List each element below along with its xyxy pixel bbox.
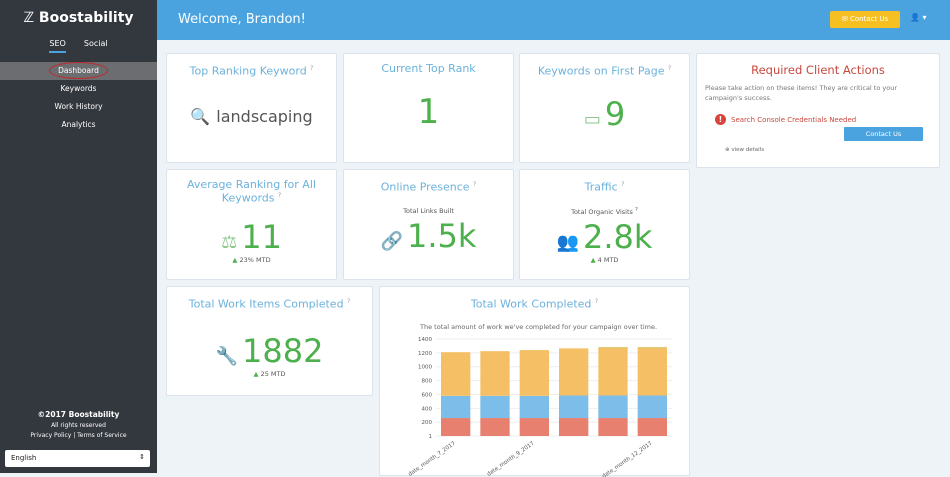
card-avg-rank: Average Ranking for All Keywords ? ⚖11 ▲… xyxy=(166,169,337,280)
sidebar: ℤ Boostability SEO Social Dashboard Keywo… xyxy=(0,0,157,473)
card-work-items: Total Work Items Completed ? 🔧1882 ▲ 25 … xyxy=(166,286,373,396)
card-top-keyword: Top Ranking Keyword ? 🔍landscaping xyxy=(166,53,337,163)
help-icon[interactable]: ? xyxy=(278,192,281,199)
required-actions-panel: Required Client Actions Please take acti… xyxy=(696,53,940,168)
bar-segment xyxy=(559,396,588,419)
bar-segment xyxy=(638,396,667,419)
sidebar-item-dashboard[interactable]: Dashboard xyxy=(0,62,157,80)
help-icon[interactable]: ? xyxy=(635,207,638,213)
bar-segment xyxy=(638,418,667,436)
bar-segment xyxy=(480,418,509,436)
card-online-presence: Online Presence ? Total Links Built 🔗1.5… xyxy=(343,169,514,280)
y-tick-label: 600 xyxy=(422,392,433,398)
bar-segment xyxy=(559,418,588,436)
help-icon[interactable]: ? xyxy=(310,65,313,72)
user-menu[interactable]: 👤 ▾ xyxy=(910,13,927,22)
search-icon: 🔍 xyxy=(190,107,210,126)
bar-segment xyxy=(441,352,470,396)
browser-icon: ▭ xyxy=(584,109,601,130)
up-arrow-icon: ▲ xyxy=(254,370,259,378)
tab-seo[interactable]: SEO xyxy=(49,39,65,53)
help-icon[interactable]: ? xyxy=(347,298,350,305)
updown-icon: ⇕ xyxy=(139,453,145,461)
y-tick-label: 1200 xyxy=(418,351,432,357)
bar-segment xyxy=(598,396,627,419)
bar-segment xyxy=(520,396,549,418)
envelope-icon: ✉ xyxy=(842,15,848,23)
users-icon: 👥 xyxy=(557,232,579,253)
sidebar-item-work-history[interactable]: Work History xyxy=(0,98,157,116)
header: Welcome, Brandon! ✉ Contact Us 👤 ▾ xyxy=(157,0,950,40)
y-tick-label: 1 xyxy=(429,434,433,440)
view-details-link[interactable]: ⊕ view details xyxy=(725,147,764,153)
actions-description: Please take action on these items! They … xyxy=(705,83,931,103)
tab-social[interactable]: Social xyxy=(84,39,108,51)
x-tick-label: date_month_7_2017 xyxy=(407,440,457,477)
link-icon: 🔗 xyxy=(381,231,403,252)
help-icon[interactable]: ? xyxy=(621,181,624,188)
footer-links[interactable]: Privacy Policy | Terms of Service xyxy=(30,432,126,439)
action-item: Search Console Credentials Needed xyxy=(731,116,856,124)
plus-circle-icon: ⊕ xyxy=(725,147,730,153)
welcome-title: Welcome, Brandon! xyxy=(178,12,306,27)
card-work-completed: Total Work Completed ? The total amount … xyxy=(379,286,690,476)
language-select[interactable]: English⇕ xyxy=(5,450,150,467)
y-tick-label: 800 xyxy=(422,379,433,385)
up-arrow-icon: ▲ xyxy=(591,256,596,264)
contact-us-button[interactable]: ✉ Contact Us xyxy=(830,11,900,28)
card-traffic: Traffic ? Total Organic Visits ? 👥2.8k ▲… xyxy=(519,169,690,280)
bar-segment xyxy=(520,418,549,436)
copyright: ©2017 Boostability xyxy=(38,410,120,419)
help-icon[interactable]: ? xyxy=(668,65,671,72)
bar-segment xyxy=(598,418,627,436)
work-completed-chart: 1200400600800100012001400date_month_7_20… xyxy=(380,287,691,477)
help-icon[interactable]: ? xyxy=(473,181,476,188)
actions-title: Required Client Actions xyxy=(697,63,939,77)
y-tick-label: 1400 xyxy=(418,337,432,343)
bar-segment xyxy=(480,396,509,418)
bar-segment xyxy=(598,347,627,395)
x-tick-label: date_month_9_2017 xyxy=(486,440,536,477)
bar-segment xyxy=(441,418,470,436)
logo-icon: ℤ xyxy=(23,10,34,26)
scale-icon: ⚖ xyxy=(221,232,237,253)
bar-segment xyxy=(441,396,470,418)
bar-segment xyxy=(559,348,588,395)
sidebar-item-keywords[interactable]: Keywords xyxy=(0,80,157,98)
bar-segment xyxy=(480,351,509,396)
user-icon: 👤 xyxy=(910,13,920,22)
wrench-icon: 🔧 xyxy=(216,346,238,367)
y-tick-label: 1000 xyxy=(418,365,432,371)
bar-segment xyxy=(638,347,667,395)
up-arrow-icon: ▲ xyxy=(232,256,237,264)
y-tick-label: 200 xyxy=(422,420,433,426)
bar-segment xyxy=(520,350,549,396)
logo[interactable]: ℤ Boostability xyxy=(0,10,157,26)
x-tick-label: date_month_12_2017 xyxy=(601,440,654,477)
rights: All rights reserved xyxy=(51,422,106,429)
card-first-page: Keywords on First Page ? ▭9 xyxy=(519,53,690,163)
alert-icon: ! xyxy=(715,114,726,125)
y-tick-label: 400 xyxy=(422,406,433,412)
action-contact-button[interactable]: Contact Us xyxy=(844,127,923,141)
card-top-rank: Current Top Rank 1 xyxy=(343,53,514,163)
sidebar-item-analytics[interactable]: Analytics xyxy=(0,116,157,134)
